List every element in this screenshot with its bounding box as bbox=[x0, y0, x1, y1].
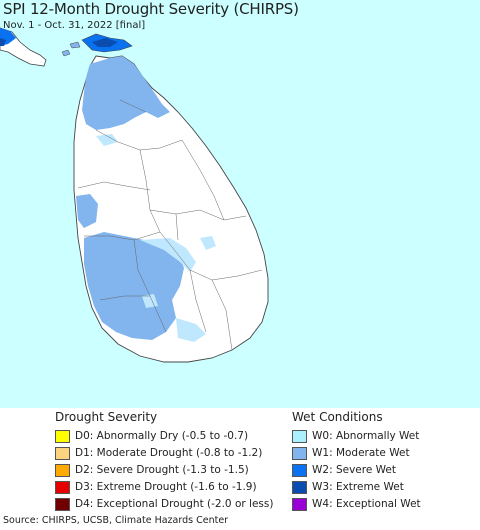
legend-wet-heading: Wet Conditions bbox=[292, 410, 383, 424]
wet-north bbox=[82, 56, 170, 130]
map-area: SPI 12-Month Drought Severity (CHIRPS) N… bbox=[0, 0, 480, 408]
india-wet-patch-2 bbox=[0, 38, 6, 46]
swatch-w1 bbox=[292, 446, 307, 460]
island-2 bbox=[61, 49, 71, 57]
wet-southwest bbox=[84, 232, 184, 340]
island-1 bbox=[69, 41, 81, 49]
swatch-w2 bbox=[292, 463, 307, 477]
swatch-w3 bbox=[292, 480, 307, 494]
legend-item-d1: D1: Moderate Drought (-0.8 to -1.2) bbox=[55, 445, 273, 461]
label-d0: D0: Abnormally Dry (-0.5 to -0.7) bbox=[75, 430, 249, 442]
abnormal-wet-4 bbox=[96, 134, 118, 146]
legend-item-d0: D0: Abnormally Dry (-0.5 to -0.7) bbox=[55, 428, 273, 444]
swatch-d1 bbox=[55, 446, 70, 460]
swatch-d0 bbox=[55, 429, 70, 443]
legend-drought: Drought Severity D0: Abnormally Dry (-0.… bbox=[55, 410, 273, 513]
drought-map bbox=[0, 0, 480, 408]
swatch-w4 bbox=[292, 497, 307, 511]
label-w4: W4: Exceptional Wet bbox=[312, 498, 421, 510]
label-d2: D2: Severe Drought (-1.3 to -1.5) bbox=[75, 464, 249, 476]
swatch-d4 bbox=[55, 497, 70, 511]
map-title: SPI 12-Month Drought Severity (CHIRPS) bbox=[3, 0, 299, 18]
abnormal-wet-1 bbox=[140, 238, 196, 272]
legend-item-w0: W0: Abnormally Wet bbox=[292, 428, 421, 444]
legend-drought-heading: Drought Severity bbox=[55, 410, 158, 424]
district-boundaries bbox=[77, 99, 263, 351]
label-d3: D3: Extreme Drought (-1.6 to -1.9) bbox=[75, 481, 257, 493]
swatch-w0 bbox=[292, 429, 307, 443]
legend-item-w1: W1: Moderate Wet bbox=[292, 445, 421, 461]
legend-item-d2: D2: Severe Drought (-1.3 to -1.5) bbox=[55, 462, 273, 478]
source-note: Source: CHIRPS, UCSB, Climate Hazards Ce… bbox=[3, 515, 229, 526]
jaffna-wet-inner bbox=[92, 38, 118, 47]
swatch-d3 bbox=[55, 480, 70, 494]
legend-item-w3: W3: Extreme Wet bbox=[292, 479, 421, 495]
label-d4: D4: Exceptional Drought (-2.0 or less) bbox=[75, 498, 274, 510]
legend-item-d3: D3: Extreme Drought (-1.6 to -1.9) bbox=[55, 479, 273, 495]
legend-item-w2: W2: Severe Wet bbox=[292, 462, 421, 478]
label-w1: W1: Moderate Wet bbox=[312, 447, 410, 459]
abnormal-wet-2 bbox=[176, 318, 206, 342]
label-w3: W3: Extreme Wet bbox=[312, 481, 404, 493]
map-subtitle: Nov. 1 - Oct. 31, 2022 [final] bbox=[3, 20, 146, 31]
label-d1: D1: Moderate Drought (-0.8 to -1.2) bbox=[75, 447, 263, 459]
abnormal-wet-3 bbox=[200, 236, 216, 250]
legend-item-d4: D4: Exceptional Drought (-2.0 or less) bbox=[55, 496, 273, 512]
legend-item-w4: W4: Exceptional Wet bbox=[292, 496, 421, 512]
legend: Drought Severity D0: Abnormally Dry (-0.… bbox=[0, 408, 480, 512]
label-w2: W2: Severe Wet bbox=[312, 464, 396, 476]
wet-west-coast bbox=[76, 194, 98, 228]
swatch-d2 bbox=[55, 463, 70, 477]
legend-wet: Wet Conditions W0: Abnormally Wet W1: Mo… bbox=[292, 410, 421, 513]
label-w0: W0: Abnormally Wet bbox=[312, 430, 420, 442]
